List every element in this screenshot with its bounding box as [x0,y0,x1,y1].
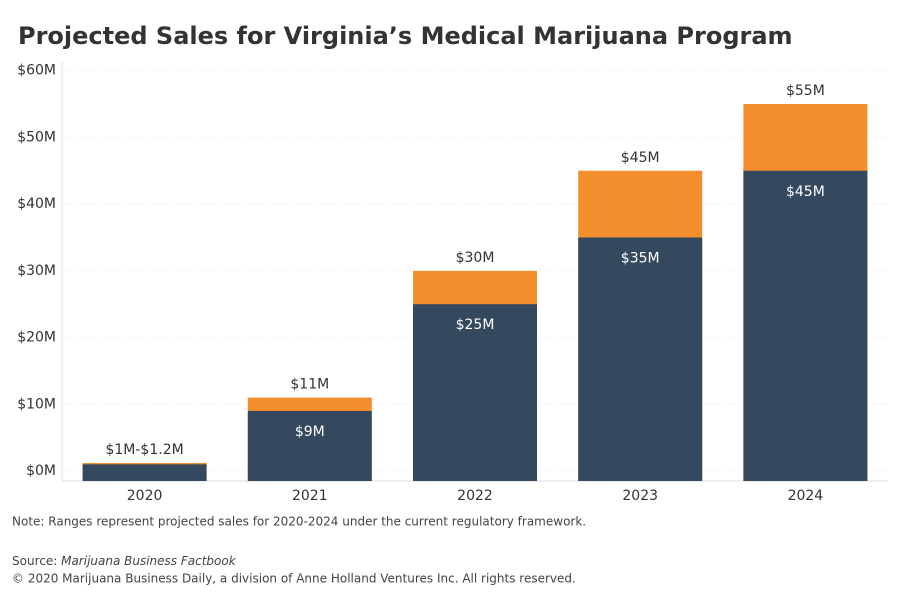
x-tick-label: 2021 [292,488,328,504]
data-label: $1M-$1.2M [105,442,183,458]
bar [743,170,868,482]
y-tick-label: $20M [17,330,56,346]
data-label: $45M [621,150,660,166]
y-tick-label: $40M [17,196,56,212]
data-label: $9M [295,424,325,440]
y-tick-label: $0M [26,463,56,479]
data-label: $35M [621,250,660,266]
x-tick-label: 2024 [788,488,824,504]
bar [578,237,703,481]
data-label: $55M [786,83,825,99]
y-tick-label: $50M [17,129,56,145]
bar [247,410,372,481]
x-tick-label: 2020 [127,488,163,504]
data-label: $45M [786,184,825,200]
y-tick-label: $30M [17,263,56,279]
source: Source: Marijuana Business Factbook [12,554,237,568]
data-label: $30M [456,250,495,266]
y-tick-label: $60M [17,63,56,79]
source-name: Marijuana Business Factbook [61,554,237,568]
x-tick-label: 2022 [457,488,493,504]
note: Note: Ranges represent projected sales f… [12,515,586,529]
chart-title: Projected Sales for Virginia’s Medical M… [18,22,793,50]
data-label: $11M [290,377,329,393]
bar [413,304,537,481]
copyright: © 2020 Marijuana Business Daily, a divis… [12,572,576,586]
source-label: Source: [12,554,57,568]
data-label: $25M [456,317,495,333]
bar [82,464,207,481]
x-tick-label: 2023 [622,488,658,504]
y-tick-label: $10M [17,396,56,412]
